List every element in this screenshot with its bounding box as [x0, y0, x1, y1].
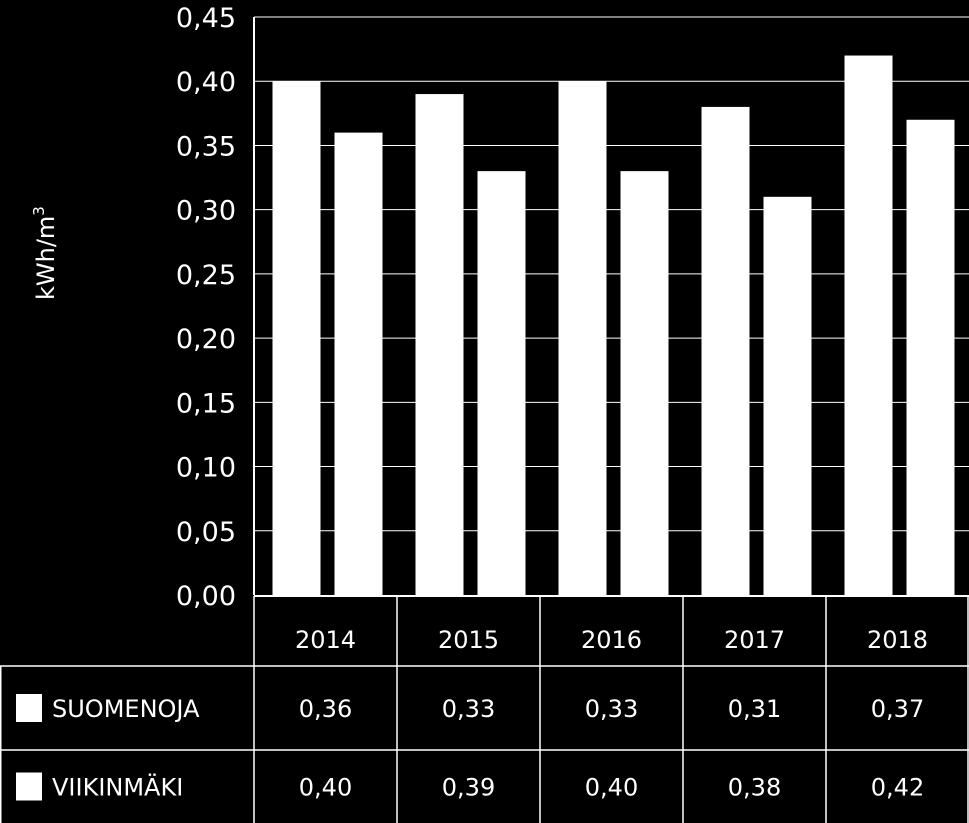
legend-label: SUOMENOJA [52, 695, 200, 723]
x-tick-label: 2018 [867, 626, 928, 654]
data-label: 0,38 [728, 774, 781, 802]
y-tick-label: 0,15 [176, 388, 236, 419]
y-tick-label: 0,25 [176, 260, 236, 291]
x-tick-label: 2015 [438, 626, 499, 654]
data-label: 0,42 [871, 774, 924, 802]
y-tick-label: 0,35 [176, 131, 236, 162]
y-axis-title: kWh/m3 [30, 206, 60, 300]
y-tick-label: 0,30 [176, 196, 236, 227]
x-tick-label: 2017 [724, 626, 785, 654]
data-label: 0,40 [585, 774, 638, 802]
bars [272, 55, 955, 596]
bar-suomenoja-2018 [906, 119, 955, 595]
x-tick-label: 2014 [295, 626, 356, 654]
y-tick-label: 0,40 [176, 67, 236, 98]
bar-suomenoja-2017 [763, 196, 812, 596]
data-label: 0,40 [299, 774, 352, 802]
bar-viikinmäki-2015 [415, 94, 464, 596]
legend-label: VIIKINMÄKI [52, 773, 183, 802]
bar-viikinmäki-2017 [701, 106, 750, 596]
bar-viikinmäki-2014 [272, 81, 321, 595]
y-tick-label: 0,45 [176, 3, 236, 34]
bar-viikinmäki-2018 [844, 55, 893, 596]
bar-viikinmäki-2016 [558, 81, 607, 595]
bar-suomenoja-2014 [334, 132, 383, 595]
y-tick-label: 0,20 [176, 324, 236, 355]
data-label: 0,36 [299, 695, 352, 723]
data-label: 0,31 [728, 695, 781, 723]
bar-suomenoja-2015 [477, 171, 526, 595]
data-table: 2014 2015 2016 2017 2018 SUOMENOJA 0,36 0,33 0,3… [0, 595, 969, 823]
y-tick-label: 0,00 [176, 581, 236, 612]
x-tick-label: 2016 [581, 626, 642, 654]
data-label: 0,33 [585, 695, 638, 723]
bar-suomenoja-2016 [620, 171, 669, 595]
legend-swatch [16, 694, 42, 722]
legend-swatch [16, 772, 42, 801]
data-label: 0,39 [442, 774, 495, 802]
data-label: 0,33 [442, 695, 495, 723]
y-tick-label: 0,05 [176, 517, 236, 548]
data-label: 0,37 [871, 695, 924, 723]
y-tick-labels: 0,00 0,05 0,10 0,15 0,20 0,25 0,30 0,35 0,40 0,45 [176, 3, 236, 612]
y-tick-label: 0,10 [176, 453, 236, 484]
